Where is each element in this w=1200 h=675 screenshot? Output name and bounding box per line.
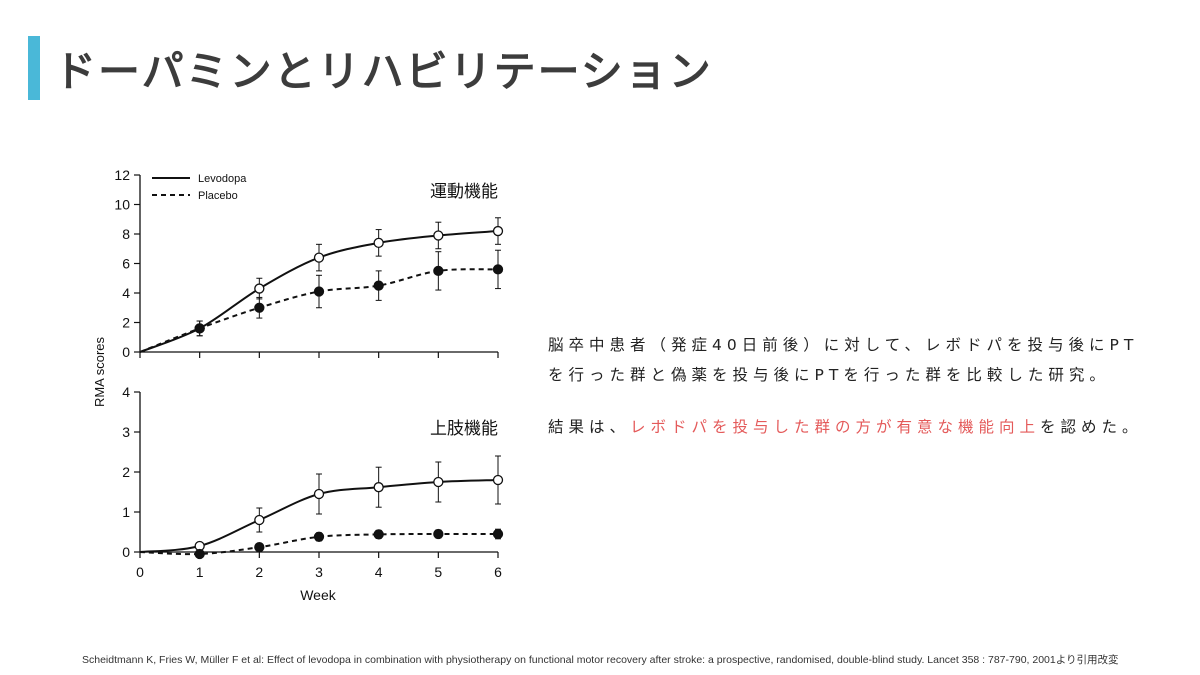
y-tick-label: 3: [122, 424, 130, 440]
description-line-1: 脳卒中患者（発症40日前後）に対して、レボドパを投与後にPT: [548, 336, 1139, 354]
y-tick-label: 2: [122, 315, 130, 331]
y-tick-label: 0: [122, 544, 130, 560]
x-tick-label: 6: [494, 564, 502, 580]
data-point-levodopa: [433, 476, 444, 488]
x-tick-label: 3: [315, 564, 323, 580]
data-point-levodopa: [492, 474, 504, 486]
data-point-levodopa: [313, 252, 325, 263]
legend-label: Levodopa: [198, 173, 247, 185]
y-tick-label: 0: [122, 344, 130, 360]
y-axis-label: RMA scores: [92, 336, 107, 407]
data-point-levodopa: [313, 488, 325, 500]
x-tick-label: 1: [196, 564, 204, 580]
panel-title: 運動機能: [430, 182, 498, 202]
data-point-levodopa: [433, 230, 444, 241]
data-point-placebo: [492, 528, 504, 540]
y-tick-label: 4: [122, 384, 130, 400]
y-tick-label: 6: [122, 256, 130, 272]
data-point-placebo: [254, 542, 265, 553]
result-highlight: レボドパを投与した群の方が有意な機能向上: [630, 418, 1041, 436]
data-point-placebo: [194, 323, 205, 334]
data-point-placebo: [254, 302, 265, 313]
x-tick-label: 0: [136, 564, 144, 580]
data-point-placebo: [373, 280, 384, 291]
data-point-placebo: [433, 265, 444, 277]
y-tick-label: 12: [114, 167, 130, 183]
data-point-placebo: [313, 286, 325, 297]
x-tick-label: 2: [255, 564, 263, 580]
y-tick-label: 1: [122, 504, 130, 520]
y-tick-label: 4: [122, 285, 130, 301]
data-point-placebo: [194, 548, 205, 560]
data-point-levodopa: [492, 225, 504, 237]
x-tick-label: 5: [434, 564, 442, 580]
data-point-placebo: [492, 264, 504, 275]
data-point-levodopa: [254, 283, 265, 294]
description-line-2: を行った群と偽薬を投与後にPTを行った群を比較した研究。: [548, 366, 1110, 384]
data-point-levodopa: [373, 482, 384, 493]
result-prefix: 結果は、: [548, 418, 631, 436]
data-point-placebo: [433, 528, 444, 540]
data-point-levodopa: [254, 514, 265, 526]
y-tick-label: 8: [122, 226, 130, 242]
x-axis-label: Week: [300, 587, 337, 603]
description-text: 脳卒中患者（発症40日前後）に対して、レボドパを投与後にPT を行った群と偽薬を…: [548, 330, 1168, 442]
result-text: 結果は、レボドパを投与した群の方が有意な機能向上を認めた。: [548, 412, 1168, 442]
data-point-levodopa: [373, 237, 384, 248]
x-tick-label: 4: [375, 564, 383, 580]
data-point-placebo: [313, 531, 325, 542]
data-point-placebo: [373, 529, 384, 540]
citation-text: Scheidtmann K, Fries W, Müller F et al: …: [82, 654, 1119, 666]
y-tick-label: 10: [114, 197, 130, 213]
legend-label: Placebo: [198, 190, 238, 202]
result-suffix: を認めた。: [1040, 418, 1143, 436]
panel-title: 上肢機能: [430, 419, 498, 439]
slide-title: ドーパミンとリハビリテーション: [54, 47, 713, 96]
title-accent-bar: [28, 36, 40, 100]
y-tick-label: 2: [122, 464, 130, 480]
